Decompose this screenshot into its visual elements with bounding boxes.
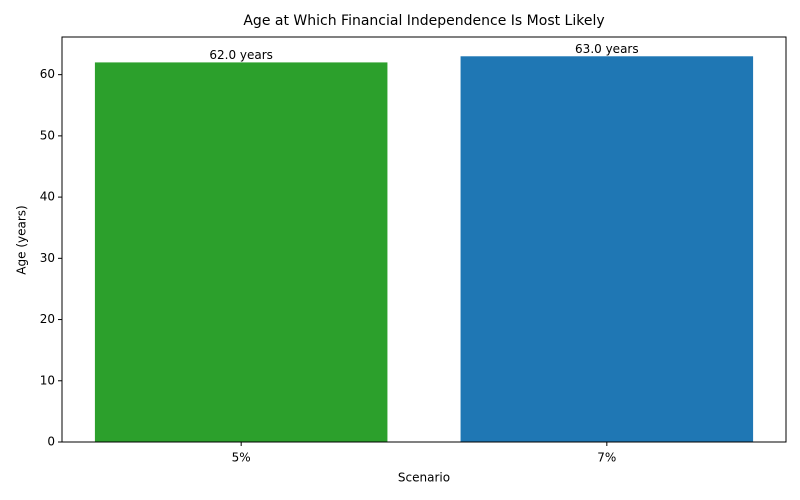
- value-label: 63.0 years: [575, 42, 639, 56]
- y-tick-label: 30: [40, 251, 55, 265]
- x-tick-label: 7%: [597, 451, 616, 465]
- plot-frame: [61, 36, 787, 443]
- chart-title: Age at Which Financial Independence Is M…: [243, 13, 604, 29]
- y-tick-label: 0: [47, 435, 55, 449]
- y-tick-label: 50: [40, 128, 55, 142]
- y-tick-label: 40: [40, 190, 55, 204]
- y-tick-label: 60: [40, 67, 55, 81]
- bar: [460, 56, 754, 443]
- y-tick-label: 10: [40, 373, 55, 387]
- x-axis-label: Scenario: [398, 471, 450, 485]
- bar: [94, 62, 388, 442]
- y-tick-label: 20: [40, 312, 55, 326]
- x-tick-label: 5%: [232, 451, 251, 465]
- y-axis-label: Age (years): [15, 205, 29, 274]
- value-label: 62.0 years: [209, 48, 273, 62]
